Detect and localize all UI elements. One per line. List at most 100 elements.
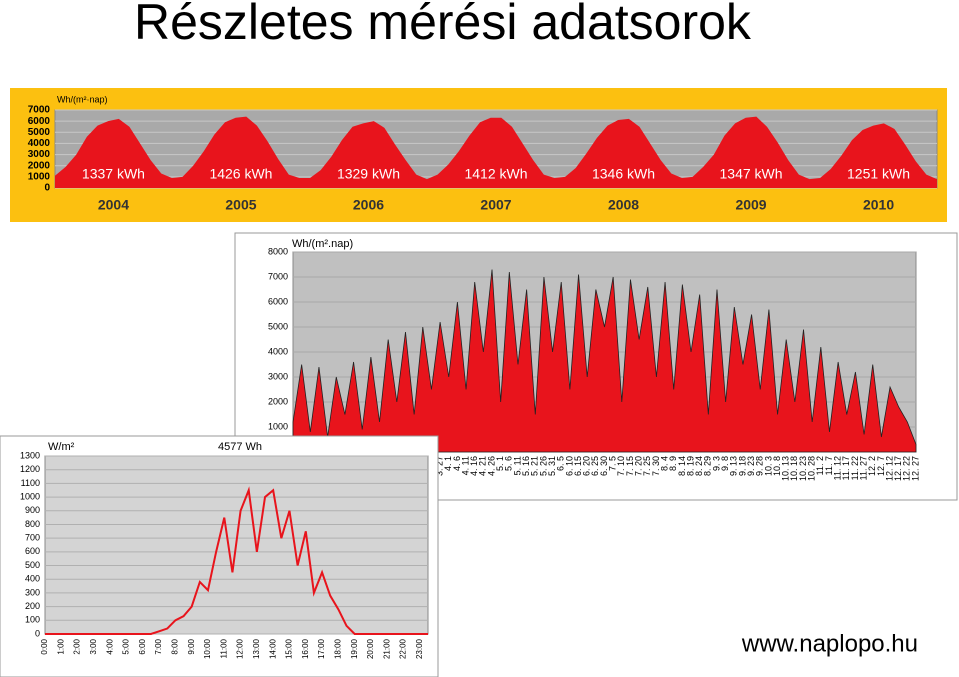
x-tick-label: 6. 10 <box>564 456 574 476</box>
x-tick-label: 4. 11 <box>460 456 470 475</box>
line <box>45 486 428 635</box>
x-tick-label: 19:00 <box>350 638 359 659</box>
y-tick-label: 1200 <box>20 464 40 474</box>
x-tick-label: 5. 11 <box>512 456 522 475</box>
y-tick-label: 6000 <box>268 296 288 306</box>
y-tick-label: 7000 <box>268 271 288 281</box>
x-tick-label: 2004 <box>98 197 129 213</box>
y-tick-label: 100 <box>25 615 40 625</box>
y-tick-label: 6000 <box>28 116 51 127</box>
x-tick-label: 10. 13 <box>781 456 791 481</box>
x-tick-label: 5. 1 <box>495 456 505 471</box>
x-tick-label: 16:00 <box>301 638 310 659</box>
y-tick-label: 300 <box>25 587 40 597</box>
x-tick-label: 12. 2 <box>867 456 877 476</box>
y-tick-label: 4000 <box>268 346 288 356</box>
x-tick-label: 1:00 <box>56 638 65 654</box>
annotation: 1346 kWh <box>592 166 655 182</box>
x-tick-label: 9. 23 <box>746 456 756 476</box>
x-tick-label: 9. 28 <box>755 456 765 476</box>
x-tick-label: 6. 20 <box>582 456 592 476</box>
annotation: 4577 Wh <box>218 441 262 453</box>
x-tick-label: 3:00 <box>89 638 98 654</box>
y-tick-label: 3000 <box>28 149 51 160</box>
y-axis-label: Wh/(m²·nap) <box>57 94 108 104</box>
y-tick-label: 1300 <box>20 450 40 460</box>
x-tick-label: 8. 4 <box>659 456 669 471</box>
y-tick-label: 1000 <box>20 491 40 501</box>
area <box>55 116 937 188</box>
x-tick-label: 4. 21 <box>478 456 488 476</box>
y-tick-label: 1100 <box>21 478 40 488</box>
x-tick-label: 6. 25 <box>590 456 600 476</box>
annotation: 1412 kWh <box>464 166 527 182</box>
y-tick-label: 500 <box>25 560 40 570</box>
y-axis-label: W/m² <box>48 441 75 453</box>
y-tick-label: 1000 <box>268 421 288 431</box>
x-tick-label: 12. 7 <box>876 456 886 476</box>
x-tick-label: 2007 <box>480 197 511 213</box>
y-tick-label: 2000 <box>268 396 288 406</box>
annotation: 1329 kWh <box>337 166 400 182</box>
y-tick-label: 200 <box>25 601 40 611</box>
y-tick-label: 900 <box>25 505 40 515</box>
x-tick-label: 2006 <box>353 197 384 213</box>
y-tick-label: 1000 <box>28 171 51 182</box>
y-tick-label: 4000 <box>28 138 51 149</box>
x-tick-label: 6:00 <box>138 638 147 654</box>
x-tick-label: 17:00 <box>317 638 326 659</box>
x-tick-label: 8:00 <box>170 638 179 654</box>
x-tick-label: 22:00 <box>399 638 408 659</box>
x-tick-label: 9. 13 <box>729 456 739 476</box>
x-tick-label: 7. 5 <box>608 456 618 471</box>
x-tick-label: 18:00 <box>333 638 342 659</box>
x-tick-label: 7. 10 <box>616 456 626 476</box>
x-tick-label: 7. 15 <box>625 456 635 476</box>
x-tick-label: 12. 27 <box>910 456 920 481</box>
x-tick-label: 21:00 <box>382 638 391 659</box>
x-tick-label: 12. 17 <box>893 456 903 481</box>
x-tick-label: 7:00 <box>154 638 163 654</box>
x-tick-label: 4. 16 <box>469 456 479 476</box>
x-tick-label: 10. 8 <box>772 456 782 476</box>
x-tick-label: 5. 21 <box>530 456 540 476</box>
y-tick-label: 8000 <box>268 246 288 256</box>
x-tick-label: 2:00 <box>73 638 82 654</box>
x-tick-label: 12:00 <box>236 638 245 659</box>
y-tick-label: 600 <box>25 546 40 556</box>
x-tick-label: 4:00 <box>105 638 114 654</box>
x-tick-label: 4. 1 <box>443 456 453 471</box>
y-tick-label: 5000 <box>28 127 51 138</box>
y-tick-label: 5000 <box>268 321 288 331</box>
x-tick-label: 7. 30 <box>651 456 661 476</box>
x-tick-label: 2005 <box>225 197 256 213</box>
y-tick-label: 700 <box>25 533 40 543</box>
y-axis-label: Wh/(m².nap) <box>292 238 353 250</box>
x-tick-label: 2009 <box>735 197 766 213</box>
x-tick-label: 11. 27 <box>858 456 868 480</box>
x-tick-label: 11. 12 <box>833 456 843 480</box>
x-tick-label: 6. 15 <box>573 456 583 476</box>
y-tick-label: 2000 <box>28 160 51 171</box>
y-tick-label: 0 <box>44 183 50 194</box>
x-tick-label: 20:00 <box>366 638 375 659</box>
x-tick-label: 9:00 <box>187 638 196 654</box>
slide-title: Részletes mérési adatsorok <box>134 0 752 50</box>
y-tick-label: 3000 <box>268 371 288 381</box>
x-tick-label: 11. 2 <box>815 456 825 475</box>
x-tick-label: 23:00 <box>415 638 424 659</box>
x-tick-label: 6. 5 <box>556 456 566 471</box>
x-tick-label: 10. 3 <box>763 456 773 476</box>
x-tick-label: 2008 <box>608 197 639 213</box>
area <box>292 269 917 453</box>
x-tick-label: 8. 24 <box>694 456 704 476</box>
y-tick-label: 0 <box>35 628 40 638</box>
x-tick-label: 8. 9 <box>668 456 678 471</box>
x-tick-label: 9. 3 <box>711 456 721 471</box>
x-tick-label: 11. 17 <box>841 456 851 480</box>
x-tick-label: 10. 28 <box>807 456 817 481</box>
x-tick-label: 12. 22 <box>902 456 912 481</box>
x-tick-label: 8. 29 <box>703 456 713 476</box>
x-tick-label: 7. 20 <box>633 456 643 476</box>
x-tick-label: 9. 18 <box>737 456 747 476</box>
